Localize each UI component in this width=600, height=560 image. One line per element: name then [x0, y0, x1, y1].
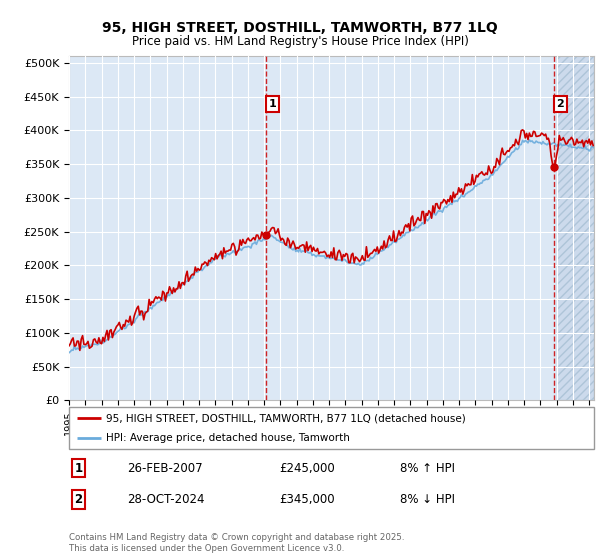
Text: 2: 2: [556, 99, 564, 109]
Text: HPI: Average price, detached house, Tamworth: HPI: Average price, detached house, Tamw…: [106, 433, 350, 443]
Text: £345,000: £345,000: [279, 493, 335, 506]
Text: Contains HM Land Registry data © Crown copyright and database right 2025.
This d: Contains HM Land Registry data © Crown c…: [69, 533, 404, 553]
Text: 28-OCT-2024: 28-OCT-2024: [127, 493, 204, 506]
Text: 1: 1: [269, 99, 277, 109]
Text: 8% ↓ HPI: 8% ↓ HPI: [400, 493, 455, 506]
Bar: [557, 56, 594, 400]
Text: 1: 1: [74, 461, 82, 475]
Text: 2: 2: [74, 493, 82, 506]
Bar: [557, 56, 594, 400]
Text: 8% ↑ HPI: 8% ↑ HPI: [400, 461, 455, 475]
Text: 26-FEB-2007: 26-FEB-2007: [127, 461, 202, 475]
FancyBboxPatch shape: [69, 407, 594, 449]
Text: 95, HIGH STREET, DOSTHILL, TAMWORTH, B77 1LQ: 95, HIGH STREET, DOSTHILL, TAMWORTH, B77…: [102, 21, 498, 35]
Text: £245,000: £245,000: [279, 461, 335, 475]
Text: 95, HIGH STREET, DOSTHILL, TAMWORTH, B77 1LQ (detached house): 95, HIGH STREET, DOSTHILL, TAMWORTH, B77…: [106, 413, 466, 423]
Text: Price paid vs. HM Land Registry's House Price Index (HPI): Price paid vs. HM Land Registry's House …: [131, 35, 469, 48]
